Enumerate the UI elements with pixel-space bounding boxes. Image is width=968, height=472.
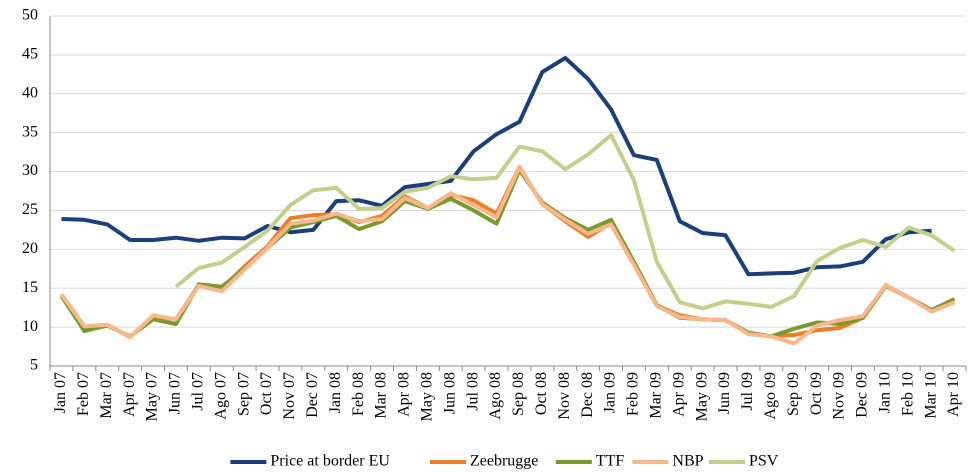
x-tick-label: Jul 09 <box>739 372 756 411</box>
x-tick-label: Ago 09 <box>762 372 779 420</box>
x-tick-label: Jan 10 <box>877 372 894 413</box>
x-tick-label: Oct 08 <box>533 372 550 415</box>
series-line <box>59 164 956 346</box>
y-tick-label: 30 <box>22 162 38 179</box>
x-tick-label: Ago 08 <box>487 372 504 420</box>
x-tick-label: Mar 09 <box>648 372 665 419</box>
x-tick-label: Jun 08 <box>441 372 458 414</box>
legend-label: PSV <box>749 453 779 470</box>
legend-label: NBP <box>672 453 703 470</box>
x-tick-label: Apr 08 <box>396 372 413 417</box>
x-tick-label: Feb 10 <box>899 372 916 416</box>
y-tick-label: 40 <box>22 84 38 101</box>
legend-label: Zeebrugge <box>470 453 538 470</box>
x-tick-label: Oct 09 <box>808 372 825 415</box>
x-tick-label: Jan 09 <box>602 372 619 413</box>
series-line <box>174 133 956 311</box>
x-tick-label: Jan 08 <box>327 372 344 413</box>
x-tick-label: Jun 09 <box>716 372 733 414</box>
x-tick-label: May 09 <box>693 372 710 421</box>
y-tick-label: 5 <box>30 357 38 374</box>
x-tick-label: Mar 10 <box>922 372 939 419</box>
x-tick-label: Feb 07 <box>75 372 92 416</box>
series-line <box>61 56 932 277</box>
x-tick-label: Jul 08 <box>464 372 481 411</box>
x-tick-label: Oct 07 <box>258 372 275 415</box>
x-tick-label: Sep 07 <box>235 372 252 416</box>
x-tick-label: Jun 07 <box>167 372 184 414</box>
x-tick-label: May 08 <box>419 372 436 421</box>
legend-label: TTF <box>596 453 625 470</box>
legend-label: Price at border EU <box>270 453 390 470</box>
x-tick-label: Sep 09 <box>785 372 802 416</box>
x-tick-label: Apr 07 <box>121 372 138 417</box>
y-tick-label: 35 <box>22 123 38 140</box>
x-tick-label: Sep 08 <box>510 372 527 416</box>
x-tick-label: Ago 07 <box>212 372 229 420</box>
x-tick-label: Mar 07 <box>98 372 115 419</box>
x-tick-label: Nov 08 <box>556 372 573 420</box>
y-tick-label: 20 <box>22 240 38 257</box>
x-tick-label: Feb 08 <box>350 372 367 416</box>
y-tick-label: 15 <box>22 279 38 296</box>
x-tick-label: Mar 08 <box>373 372 390 419</box>
x-tick-label: Dec 07 <box>304 372 321 418</box>
x-tick-label: Jul 07 <box>190 372 207 411</box>
x-tick-label: Nov 07 <box>281 372 298 420</box>
x-tick-label: Apr 09 <box>670 372 687 417</box>
y-tick-label: 50 <box>22 7 38 24</box>
x-tick-label: Dec 08 <box>579 372 596 418</box>
y-tick-label: 10 <box>22 318 38 335</box>
y-tick-label: 45 <box>22 46 38 63</box>
x-tick-label: Apr 10 <box>945 372 962 417</box>
y-tick-label: 25 <box>22 201 38 218</box>
x-tick-label: Jan 07 <box>52 372 69 413</box>
x-tick-label: Nov 09 <box>831 372 848 420</box>
x-tick-label: Dec 09 <box>854 372 871 418</box>
x-tick-label: May 07 <box>144 372 161 421</box>
x-tick-label: Feb 09 <box>625 372 642 416</box>
